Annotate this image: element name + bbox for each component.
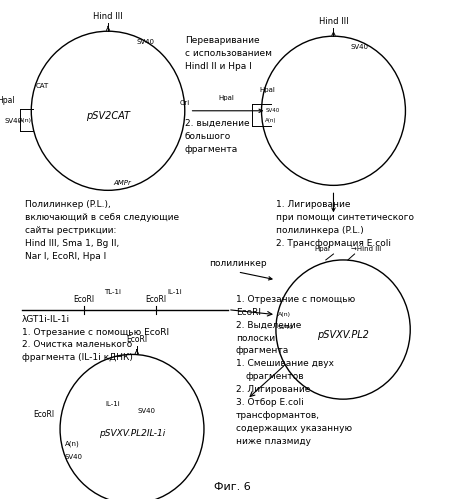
Text: 2. Трансформация E.coli: 2. Трансформация E.coli — [276, 239, 391, 248]
Text: EcoRI: EcoRI — [126, 336, 147, 344]
Text: pSVXV.PL2IL-1i: pSVXV.PL2IL-1i — [99, 430, 165, 438]
Text: фрагмента (IL-1i кДНК): фрагмента (IL-1i кДНК) — [22, 354, 133, 362]
Text: большого: большого — [185, 132, 231, 140]
Text: EcoRI: EcoRI — [145, 294, 166, 304]
Text: EcoRI: EcoRI — [33, 410, 54, 418]
Text: SV40: SV40 — [278, 325, 294, 330]
Text: A(n): A(n) — [278, 312, 291, 317]
Text: HpaI: HpaI — [314, 246, 330, 252]
Text: содержащих указанную: содержащих указанную — [236, 424, 352, 433]
Text: Фиг. 6: Фиг. 6 — [214, 482, 251, 492]
Text: IL-1i: IL-1i — [105, 401, 120, 407]
Text: pSVXV.PL2: pSVXV.PL2 — [317, 330, 369, 340]
Text: 1. Смешивание двух: 1. Смешивание двух — [236, 360, 333, 368]
Text: SV40: SV40 — [4, 118, 22, 124]
Text: 2. Лигирование: 2. Лигирование — [236, 385, 310, 394]
Text: 1. Отрезание с помощью EcoRI: 1. Отрезание с помощью EcoRI — [22, 328, 169, 336]
Text: 2. Очистка маленького: 2. Очистка маленького — [22, 340, 132, 349]
Text: HindI II и Hpa I: HindI II и Hpa I — [185, 62, 252, 71]
Text: 2. Выделение: 2. Выделение — [236, 320, 301, 330]
Text: Переваривание: Переваривание — [185, 36, 259, 45]
Text: сайты рестрикции:: сайты рестрикции: — [25, 226, 116, 235]
Text: 2. выделение: 2. выделение — [185, 118, 249, 128]
Text: SV40: SV40 — [351, 44, 369, 50]
Text: HpaI: HpaI — [0, 96, 15, 106]
Text: TL-1i: TL-1i — [104, 289, 122, 294]
Text: Nar I, EcoRI, Hpa I: Nar I, EcoRI, Hpa I — [25, 252, 106, 261]
Text: SV40: SV40 — [137, 408, 155, 414]
Text: Hind III: Hind III — [319, 17, 348, 26]
Text: полилинкера (P.L.): полилинкера (P.L.) — [276, 226, 364, 235]
Text: Hind III, Sma 1, Bg II,: Hind III, Sma 1, Bg II, — [25, 239, 119, 248]
Text: с использованием: с использованием — [185, 49, 272, 58]
Text: ниже плазмиду: ниже плазмиду — [236, 437, 310, 446]
Text: HpaI: HpaI — [260, 87, 275, 93]
Text: IL-1i: IL-1i — [168, 289, 183, 294]
Text: Полилинкер (P.L.),: Полилинкер (P.L.), — [25, 200, 110, 209]
Text: HpaI: HpaI — [219, 95, 234, 101]
Text: A(n): A(n) — [65, 440, 80, 447]
Text: CAT: CAT — [36, 83, 50, 89]
Text: 1. Лигирование: 1. Лигирование — [276, 200, 351, 209]
Text: EcoRI: EcoRI — [236, 308, 261, 316]
Text: 1. Отрезание с помощью: 1. Отрезание с помощью — [236, 294, 355, 304]
Text: SV40: SV40 — [266, 108, 279, 113]
Text: полоски: полоски — [236, 334, 275, 342]
Text: A(n): A(n) — [19, 118, 32, 123]
Text: фрагмента: фрагмента — [236, 346, 289, 356]
Text: pSV2CAT: pSV2CAT — [86, 111, 130, 120]
Text: включающий в себя следующие: включающий в себя следующие — [25, 213, 179, 222]
Text: Ori: Ori — [180, 100, 190, 106]
Text: EcoRI: EcoRI — [73, 294, 94, 304]
Text: 3. Отбор E.coli: 3. Отбор E.coli — [236, 398, 303, 407]
Text: полилинкер: полилинкер — [209, 259, 266, 268]
Text: λGT1i-IL-1i: λGT1i-IL-1i — [22, 314, 70, 324]
Text: A(n): A(n) — [266, 118, 277, 122]
Text: Hind III: Hind III — [93, 12, 123, 22]
Text: →Hind III: →Hind III — [351, 246, 381, 252]
Text: фрагмента: фрагмента — [185, 144, 238, 154]
Text: трансформантов,: трансформантов, — [236, 411, 320, 420]
Text: фрагментов: фрагментов — [245, 372, 304, 382]
Text: при помощи синтетического: при помощи синтетического — [276, 213, 414, 222]
Text: SV40: SV40 — [65, 454, 83, 460]
Text: SV40: SV40 — [137, 39, 155, 45]
Text: AMPr: AMPr — [113, 180, 131, 186]
